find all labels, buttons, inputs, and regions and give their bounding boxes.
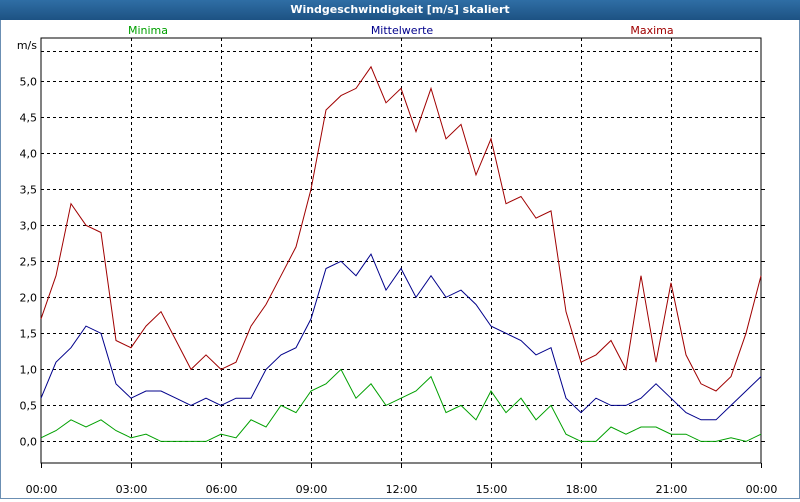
- x-tick-label-time: 00:00: [746, 483, 778, 496]
- window-title: Windgeschwindigkeit [m/s] skaliert: [0, 0, 800, 20]
- x-tick-label-time: 09:00: [296, 483, 328, 496]
- y-tick-label: 5,0: [20, 76, 38, 89]
- legend-entry: Maxima: [630, 24, 673, 37]
- y-tick-label: 0,0: [20, 436, 38, 449]
- legend-entry: Minima: [128, 24, 168, 37]
- series-line-minima: [40, 368, 762, 442]
- series-line-mittelwerte: [40, 253, 762, 421]
- y-tick-label: 4,5: [20, 112, 38, 125]
- x-tick-label-time: 03:00: [116, 483, 148, 496]
- chart-frame: 0,0 0,5 1,0 1,5 2,0 2,5 3,0 3,5 4,0 4,5 5,0 m/s 00:0…: [0, 20, 800, 502]
- y-tick-label: 4,0: [20, 148, 38, 161]
- x-tick-label-time: 06:00: [206, 483, 238, 496]
- y-tick-label: 3,5: [20, 184, 38, 197]
- y-tick-label: 1,0: [20, 364, 38, 377]
- wind-speed-chart: 0,0 0,5 1,0 1,5 2,0 2,5 3,0 3,5 4,0 4,5 5,0 m/s 00:0…: [17, 24, 786, 502]
- y-tick-label: 1,5: [20, 328, 38, 341]
- x-tick-label-time: 12:00: [386, 483, 418, 496]
- y-tick-label: 2,0: [20, 292, 38, 305]
- series-line-maxima: [40, 65, 762, 392]
- x-tick-label-time: 00:00: [26, 483, 58, 496]
- y-axis-label: m/s: [17, 39, 37, 52]
- y-tick-label: 0,5: [20, 400, 38, 413]
- legend-entry: Mittelwerte: [371, 24, 434, 37]
- x-tick-label-time: 15:00: [476, 483, 508, 496]
- y-tick-label: 3,0: [20, 220, 38, 233]
- x-tick-label-time: 18:00: [566, 483, 598, 496]
- y-tick-label: 2,5: [20, 256, 38, 269]
- x-tick-label-time: 21:00: [656, 483, 688, 496]
